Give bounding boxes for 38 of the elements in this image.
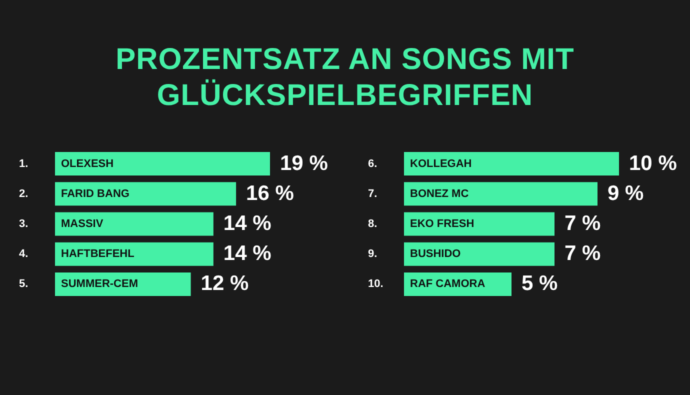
- y-tick-label: MASSIV: [61, 218, 104, 230]
- y-tick-label: RAF CAMORA: [410, 278, 486, 290]
- text: 4.: [19, 248, 28, 260]
- bar: [404, 242, 554, 266]
- bar: [55, 242, 214, 266]
- text: 7.: [368, 188, 378, 200]
- text: PROZENTSATZ AN SONGS MIT GLÜCKSPIELBEGRIFFEN: [114, 42, 576, 114]
- y-tick-label: EKO FRESH: [410, 218, 474, 230]
- bar: [404, 182, 598, 206]
- bar: [55, 182, 236, 206]
- data-label: 5 %: [522, 272, 558, 296]
- y-tick-label: SUMMER-CEM: [61, 278, 138, 290]
- y-tick-label: HAFTBEFEHL: [61, 248, 135, 260]
- data-label: 7 %: [564, 212, 602, 235]
- text: 2.: [19, 188, 28, 200]
- data-label: 12 %: [200, 272, 249, 296]
- bar: [55, 212, 214, 236]
- data-label: 14 %: [223, 212, 272, 235]
- text: 3.: [19, 218, 28, 230]
- y-tick-label: FARID BANG: [61, 188, 130, 200]
- bar: [404, 152, 619, 176]
- text: 6.: [368, 158, 378, 170]
- text: 5.: [19, 278, 28, 290]
- bar: [55, 152, 270, 176]
- y-tick-label: KOLLEGAH: [410, 158, 472, 170]
- data-label: 7 %: [564, 242, 602, 266]
- data-label: 10 %: [629, 152, 678, 175]
- text: 9.: [368, 248, 378, 260]
- data-label: 14 %: [223, 242, 272, 266]
- text: 8.: [368, 218, 378, 230]
- y-tick-label: BONEZ MC: [410, 188, 469, 200]
- text: 1.: [19, 158, 28, 170]
- data-label: 19 %: [280, 152, 328, 175]
- y-tick-label: BUSHIDO: [410, 248, 462, 260]
- y-tick-label: OLEXESH: [61, 158, 114, 170]
- text: 10.: [368, 278, 384, 290]
- data-label: 9 %: [608, 182, 644, 205]
- data-label: 16 %: [246, 182, 294, 205]
